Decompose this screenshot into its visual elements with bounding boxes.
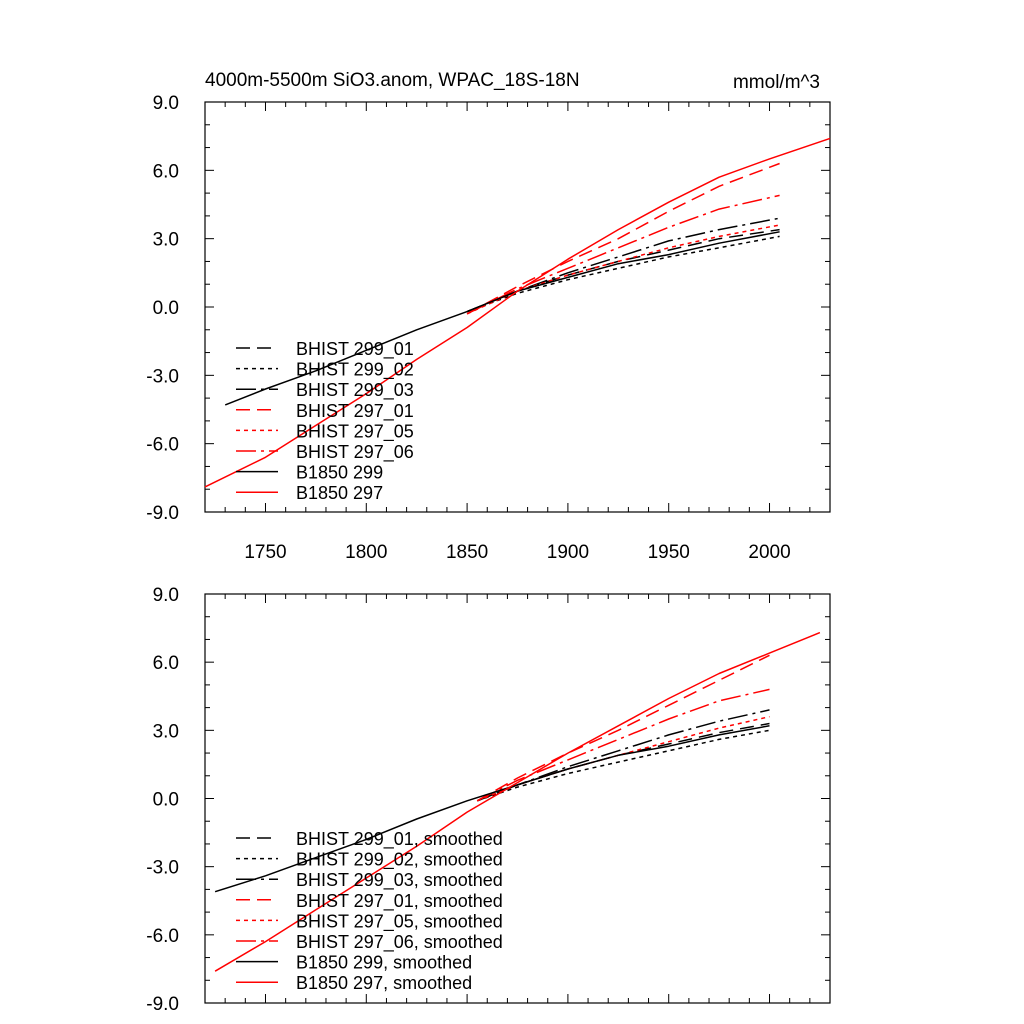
legend-label: B1850 299, smoothed — [296, 953, 472, 973]
series-line-b1850-299 — [224, 231, 780, 406]
legend-label: BHIST 299_03 — [296, 380, 414, 401]
y-tick-label: -6.0 — [146, 926, 179, 947]
series-line-bhist-297-06-smoothed — [476, 688, 770, 802]
legend-label: BHIST 297_06, smoothed — [296, 932, 503, 953]
legend-label: BHIST 297_05, smoothed — [296, 911, 503, 932]
legend-label: BHIST 299_01, smoothed — [296, 829, 503, 850]
x-tick-label: 1750 — [244, 542, 286, 563]
legend-label: BHIST 297_01 — [296, 401, 414, 422]
y-tick-label: -3.0 — [146, 858, 179, 879]
figure-units: mmol/m^3 — [733, 72, 820, 93]
y-tick-label: 6.0 — [153, 161, 179, 182]
series-line-bhist-299-02-smoothed — [476, 729, 770, 802]
series-line-bhist-297-06 — [466, 194, 780, 315]
panel-top: -9.0 -6.0 -3.0 0.0 3.0 6.0 9.0 1750 1800 1850 1900… — [146, 93, 831, 563]
series-line-bhist-297-01 — [466, 162, 780, 315]
x-tick-label: 1900 — [547, 542, 589, 563]
legend-label: BHIST 297_06 — [296, 442, 414, 463]
legend-label: BHIST 297_05 — [296, 421, 414, 442]
figure-title: 4000m-5500m SiO3.anom, WPAC_18S-18N — [205, 70, 580, 91]
legend-label: BHIST 299_01 — [296, 339, 414, 360]
legend-label: BHIST 299_02, smoothed — [296, 850, 503, 871]
legend-label: BHIST 297_01, smoothed — [296, 891, 503, 912]
y-tick-label: 9.0 — [153, 93, 179, 114]
panel-bottom: -9.0 -6.0 -3.0 0.0 3.0 6.0 9.0 BHIST 299_01, sm… — [146, 585, 831, 1015]
y-tick-label: 9.0 — [153, 585, 179, 606]
y-tick-label: 0.0 — [153, 298, 179, 319]
x-tick-label: 1950 — [648, 542, 690, 563]
legend-label: B1850 297, smoothed — [296, 973, 472, 993]
x-tick-label: 1850 — [446, 542, 488, 563]
series-line-bhist-297-01-smoothed — [476, 654, 770, 802]
y-tick-label: 0.0 — [153, 790, 179, 811]
series-line-bhist-297-05 — [466, 224, 780, 315]
y-tick-label: -9.0 — [146, 994, 179, 1015]
series-line-b1850-297-smoothed — [214, 631, 821, 972]
x-tick-label: 1800 — [345, 542, 387, 563]
legend-label: BHIST 299_03, smoothed — [296, 870, 503, 891]
x-tick-label: 2000 — [748, 542, 790, 563]
y-tick-label: 3.0 — [153, 230, 179, 251]
series-line-b1850-297 — [204, 137, 831, 488]
y-tick-label: -3.0 — [146, 366, 179, 387]
series-line-bhist-299-03 — [466, 217, 780, 313]
legend-label: B1850 297 — [296, 483, 383, 503]
y-tick-label: -6.0 — [146, 435, 179, 456]
y-tick-label: 3.0 — [153, 721, 179, 742]
legend-label: BHIST 299_02 — [296, 360, 414, 381]
y-tick-label: 6.0 — [153, 653, 179, 674]
legend-label: B1850 299 — [296, 463, 383, 483]
series-line-b1850-299-smoothed — [214, 725, 770, 893]
y-tick-label: -9.0 — [146, 503, 179, 524]
